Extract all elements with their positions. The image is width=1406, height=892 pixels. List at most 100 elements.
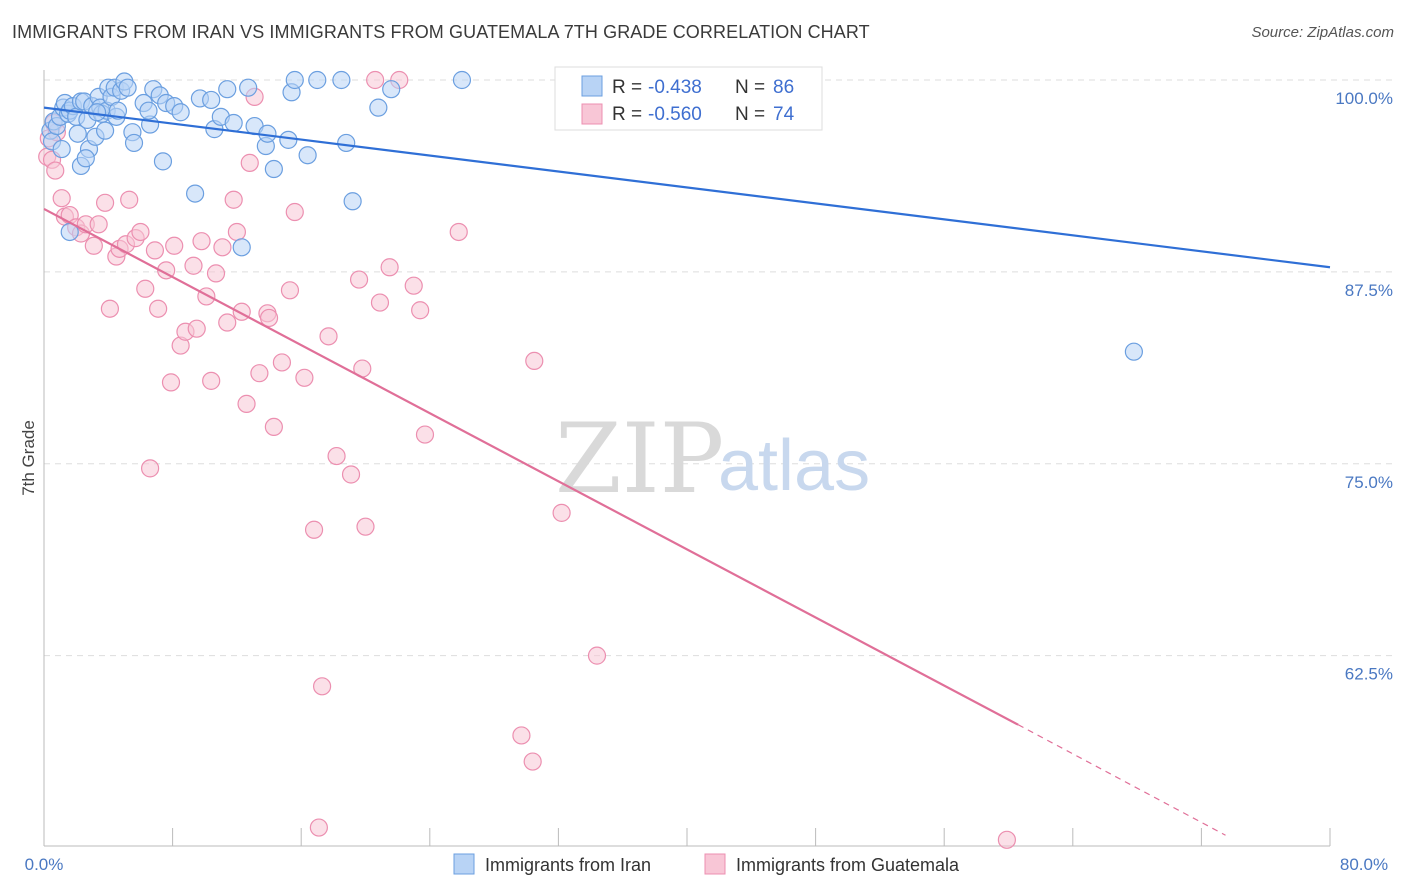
point-guatemala (52, 189, 71, 208)
point-guatemala (552, 503, 571, 522)
point-guatemala (370, 293, 390, 312)
stats-r-label-guatemala: R = (612, 104, 642, 125)
point-guatemala (100, 299, 120, 318)
y-tick-label: 75.0% (1345, 473, 1393, 492)
point-guatemala (523, 752, 542, 771)
x-tick-marks (43, 828, 1331, 846)
point-iran (87, 103, 107, 122)
point-guatemala (449, 222, 468, 242)
point-iran (343, 192, 362, 211)
point-guatemala (140, 459, 160, 478)
point-guatemala (237, 394, 256, 413)
point-iran (298, 146, 317, 165)
point-guatemala (197, 287, 216, 306)
point-guatemala (240, 153, 259, 172)
point-guatemala (120, 190, 139, 209)
point-guatemala (272, 353, 292, 372)
point-guatemala (224, 190, 243, 209)
stats-swatch-iran (581, 75, 603, 97)
point-guatemala (366, 70, 385, 90)
point-guatemala (145, 241, 165, 260)
point-guatemala (280, 281, 300, 300)
point-iran (76, 149, 95, 168)
point-iran (124, 133, 144, 153)
point-guatemala (587, 646, 607, 665)
point-guatemala (184, 256, 203, 275)
point-iran (285, 70, 304, 90)
legend-label-guatemala: Immigrants from Guatemala (736, 855, 960, 875)
point-guatemala (264, 417, 283, 437)
trend-lines (43, 106, 1331, 836)
point-guatemala (218, 313, 237, 332)
point-guatemala (309, 818, 328, 837)
point-iran (452, 70, 472, 90)
point-iran (332, 70, 351, 90)
point-guatemala (341, 465, 361, 484)
point-guatemala (356, 517, 375, 536)
point-iran (1124, 342, 1143, 361)
y-tick-labels: 100.0% 87.5% 75.0% 62.5% (1335, 89, 1393, 684)
point-guatemala (327, 446, 346, 466)
point-iran (382, 80, 401, 99)
point-iran (218, 80, 237, 99)
point-guatemala (136, 279, 155, 298)
y-axis-title: 7th Grade (19, 420, 38, 496)
y-tick-label: 87.5% (1345, 281, 1393, 300)
point-iran (186, 184, 205, 203)
stats-n-label-iran: N = (735, 77, 765, 98)
point-iran (264, 159, 283, 179)
stats-r-label-iran: R = (612, 77, 642, 98)
point-guatemala (46, 161, 65, 180)
point-guatemala (312, 677, 332, 696)
point-guatemala (259, 308, 279, 328)
point-guatemala (404, 276, 423, 295)
point-iran (224, 113, 243, 133)
point-iran (171, 103, 190, 122)
legend-swatch-guatemala (704, 853, 726, 875)
trendline-guatemala-extension (1017, 724, 1226, 836)
point-iran (118, 78, 137, 97)
point-iran (308, 70, 327, 90)
point-guatemala (95, 193, 115, 212)
point-guatemala (295, 368, 314, 387)
point-guatemala (165, 236, 184, 255)
point-guatemala (349, 270, 369, 289)
trendline-guatemala (43, 207, 1019, 726)
point-iran (239, 78, 258, 97)
point-guatemala (997, 830, 1016, 849)
point-guatemala (161, 373, 181, 392)
point-iran (95, 121, 115, 140)
point-guatemala (187, 319, 206, 338)
point-iran (139, 101, 158, 120)
point-guatemala (89, 215, 108, 234)
stats-n-value-guatemala: 74 (773, 104, 795, 125)
point-guatemala (213, 238, 232, 257)
point-guatemala (411, 301, 430, 320)
stats-n-label-guatemala: N = (735, 104, 765, 125)
stats-r-value-iran: -0.438 (648, 77, 702, 98)
x-tick-label-min: 0.0% (25, 855, 64, 874)
y-tick-label: 62.5% (1345, 665, 1393, 684)
series-iran-points (41, 70, 1143, 361)
point-iran (68, 124, 87, 143)
point-guatemala (149, 299, 168, 318)
point-guatemala (380, 258, 399, 277)
point-iran (369, 98, 388, 117)
chart-title: IMMIGRANTS FROM IRAN VS IMMIGRANTS FROM … (12, 22, 870, 42)
point-iran (153, 152, 173, 171)
point-guatemala (206, 264, 226, 283)
point-iran (202, 90, 221, 110)
stats-swatch-guatemala (581, 103, 603, 125)
point-guatemala (304, 520, 324, 539)
point-guatemala (415, 425, 435, 444)
stats-n-value-iran: 86 (773, 77, 794, 98)
point-guatemala (227, 222, 246, 242)
point-guatemala (202, 371, 221, 390)
watermark-zip: ZIP (555, 403, 724, 515)
point-guatemala (131, 222, 150, 242)
trendline-iran (43, 106, 1331, 269)
point-guatemala (512, 726, 531, 745)
legend: Immigrants from Iran Immigrants from Gua… (453, 853, 960, 875)
x-tick-label-max: 80.0% (1340, 855, 1388, 874)
